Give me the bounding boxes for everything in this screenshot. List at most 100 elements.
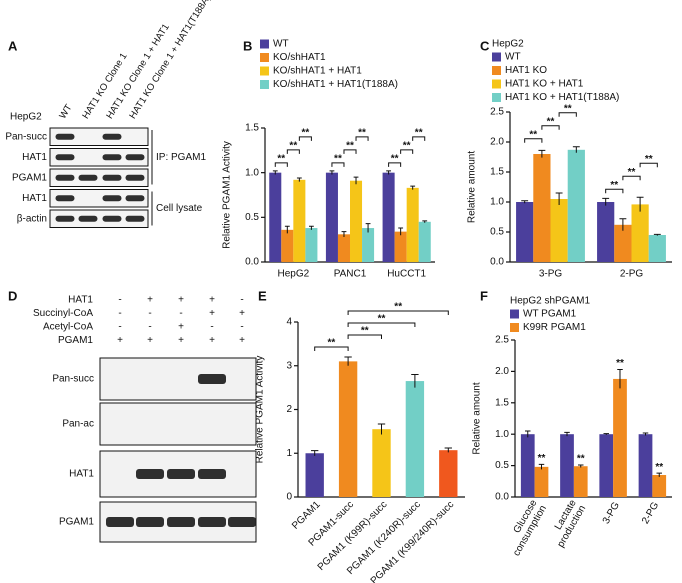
legend-swatch bbox=[492, 52, 501, 62]
error-bar bbox=[653, 233, 661, 236]
error-bar bbox=[311, 450, 319, 456]
significance: ** bbox=[391, 154, 399, 165]
error-bar bbox=[398, 227, 404, 236]
condition-sign: + bbox=[147, 335, 153, 346]
panel-letter: E bbox=[258, 288, 267, 303]
y-tick-label: 1.5 bbox=[490, 167, 504, 178]
group-label: Cell lysate bbox=[156, 203, 203, 214]
panel-letter: D bbox=[8, 288, 17, 303]
bar bbox=[439, 450, 458, 497]
error-bar bbox=[308, 225, 314, 230]
legend-swatch bbox=[492, 66, 501, 75]
significance: ** bbox=[361, 326, 369, 337]
significance-bracket bbox=[343, 149, 357, 154]
significance-bracket bbox=[639, 162, 658, 168]
x-tick-label: 2-PG bbox=[640, 500, 661, 526]
significance-bracket bbox=[558, 112, 577, 117]
band bbox=[55, 195, 75, 202]
condition-sign: - bbox=[179, 308, 182, 319]
bar bbox=[362, 228, 375, 262]
y-tick-label: 0.5 bbox=[245, 212, 259, 223]
row-label: Pan-ac bbox=[62, 419, 94, 430]
significance: ** bbox=[577, 454, 585, 465]
condition-sign: - bbox=[118, 322, 121, 333]
row-label: Pan-succ bbox=[52, 374, 94, 385]
blot-frame bbox=[99, 357, 257, 401]
condition-label: PGAM1 bbox=[58, 335, 93, 346]
blot-frame bbox=[49, 209, 149, 228]
condition-sign: + bbox=[239, 335, 245, 346]
significance: ** bbox=[334, 154, 342, 165]
significance: ** bbox=[547, 116, 555, 127]
significance: ** bbox=[564, 103, 572, 114]
significance: ** bbox=[378, 314, 386, 325]
band bbox=[106, 517, 134, 527]
legend-swatch bbox=[492, 79, 501, 89]
error-bar bbox=[410, 185, 416, 190]
band bbox=[78, 215, 98, 222]
significance-bracket bbox=[400, 149, 414, 154]
significance-bracket bbox=[388, 162, 402, 167]
error-bar bbox=[444, 447, 452, 453]
y-tick-label: 2 bbox=[286, 404, 292, 415]
significance: ** bbox=[277, 154, 285, 165]
y-tick-label: 1.0 bbox=[495, 429, 509, 440]
band bbox=[228, 517, 256, 527]
y-tick-label: 2.5 bbox=[490, 107, 504, 118]
significance: ** bbox=[538, 453, 546, 464]
legend-label: KO/shHAT1 + HAT1 bbox=[273, 66, 362, 77]
y-tick-label: 1.0 bbox=[245, 167, 259, 178]
bar bbox=[648, 235, 666, 262]
band bbox=[102, 154, 122, 161]
significance-bracket bbox=[355, 136, 369, 141]
error-bar bbox=[525, 430, 531, 438]
panel-letter: C bbox=[480, 38, 490, 53]
bar bbox=[567, 149, 585, 262]
y-tick-label: 0.0 bbox=[490, 257, 504, 268]
blot-frame bbox=[49, 189, 149, 208]
error-bar bbox=[564, 431, 570, 437]
error-bar bbox=[538, 149, 546, 158]
y-tick-label: 0.5 bbox=[490, 227, 504, 238]
condition-sign: - bbox=[118, 308, 121, 319]
y-axis-label: Relative PGAM1 Activity bbox=[222, 141, 233, 249]
x-tick-label: PANC1 bbox=[334, 269, 367, 280]
y-axis-label: Relative PGAM1 Activity bbox=[255, 356, 266, 464]
bar bbox=[394, 231, 407, 262]
legend-label: HAT1 KO + HAT1(T188A) bbox=[505, 92, 619, 103]
significance: ** bbox=[610, 180, 618, 191]
error-bar bbox=[365, 223, 371, 233]
legend-label: WT PGAM1 bbox=[523, 309, 577, 320]
error-bar bbox=[386, 170, 392, 175]
significance: ** bbox=[289, 141, 297, 152]
legend-label: HAT1 KO + HAT1 bbox=[505, 79, 584, 90]
bar bbox=[325, 172, 338, 262]
y-tick-label: 1.5 bbox=[495, 397, 509, 408]
band bbox=[102, 215, 122, 222]
significance: ** bbox=[358, 128, 366, 139]
condition-sign: + bbox=[178, 295, 184, 306]
x-tick-label: HepG2 bbox=[277, 269, 309, 280]
y-tick-label: 2.0 bbox=[495, 366, 509, 377]
bar bbox=[638, 434, 653, 497]
error-bar bbox=[656, 472, 662, 477]
bar bbox=[337, 234, 350, 262]
band bbox=[78, 174, 98, 181]
error-bar bbox=[344, 356, 352, 366]
legend-title: HepG2 bbox=[492, 39, 524, 50]
band bbox=[102, 195, 122, 202]
panel-letter: B bbox=[243, 38, 252, 53]
legend-label: WT bbox=[273, 39, 289, 50]
band bbox=[198, 469, 226, 479]
blot-frame bbox=[49, 168, 149, 187]
x-tick-label: 3-PG bbox=[539, 269, 563, 280]
error-bar bbox=[617, 369, 623, 389]
y-tick-label: 1.5 bbox=[245, 123, 259, 134]
bar bbox=[338, 361, 358, 497]
significance: ** bbox=[328, 338, 336, 349]
y-axis-label: Relative amount bbox=[467, 151, 478, 223]
significance-bracket bbox=[347, 310, 449, 315]
y-tick-label: 0.0 bbox=[495, 492, 509, 503]
condition-sign: - bbox=[240, 322, 243, 333]
bar bbox=[550, 199, 568, 262]
